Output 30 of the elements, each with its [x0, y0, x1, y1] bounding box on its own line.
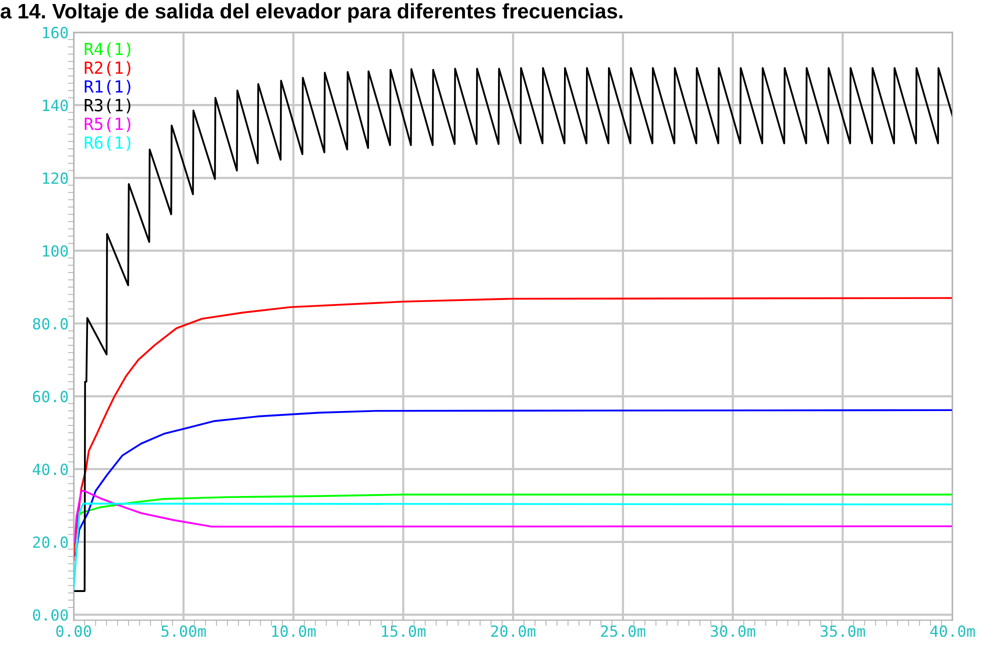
text: R6(1)	[84, 136, 130, 151]
y-tick-label: 80.0	[32, 318, 68, 330]
x-tick-label: 40.0m	[930, 625, 975, 637]
x-tick-label: 0.00	[56, 625, 92, 637]
y-tick-label: 100	[43, 245, 68, 257]
x-tick-label: 20.0m	[491, 625, 536, 637]
text: R5(1)	[84, 117, 130, 132]
line-series	[74, 297, 953, 562]
text: R2(1)	[84, 61, 130, 76]
y-tick-label: 120	[43, 172, 68, 184]
x-tick-label: 5.00m	[162, 625, 206, 637]
line-series	[74, 502, 953, 590]
y-tick-label: 20.0	[33, 536, 68, 548]
x-tick-label: 25.0m	[601, 625, 646, 637]
y-tick-label: 0.00	[32, 609, 68, 621]
x-tick-label: 10.0m	[272, 625, 316, 637]
line-series	[74, 409, 953, 556]
text: R4(1)	[84, 42, 130, 58]
text: R1(1)	[84, 80, 130, 95]
line-series	[77, 494, 953, 518]
y-tick-label: 140	[43, 100, 68, 112]
text: R3(1)	[84, 98, 130, 114]
y-tick-label: 160	[43, 26, 68, 38]
y-tick-label: 60.0	[32, 390, 68, 402]
line-series	[74, 490, 953, 543]
y-tick-label: 40.0	[32, 464, 68, 476]
x-tick-label: 30.0m	[710, 625, 756, 637]
chart-title: a 14. Voltaje de salida del elevador para diferentes frecuencias.	[0, 3, 622, 23]
x-tick-label: 35.0m	[820, 625, 865, 637]
x-tick-label: 15.0m	[382, 625, 426, 637]
